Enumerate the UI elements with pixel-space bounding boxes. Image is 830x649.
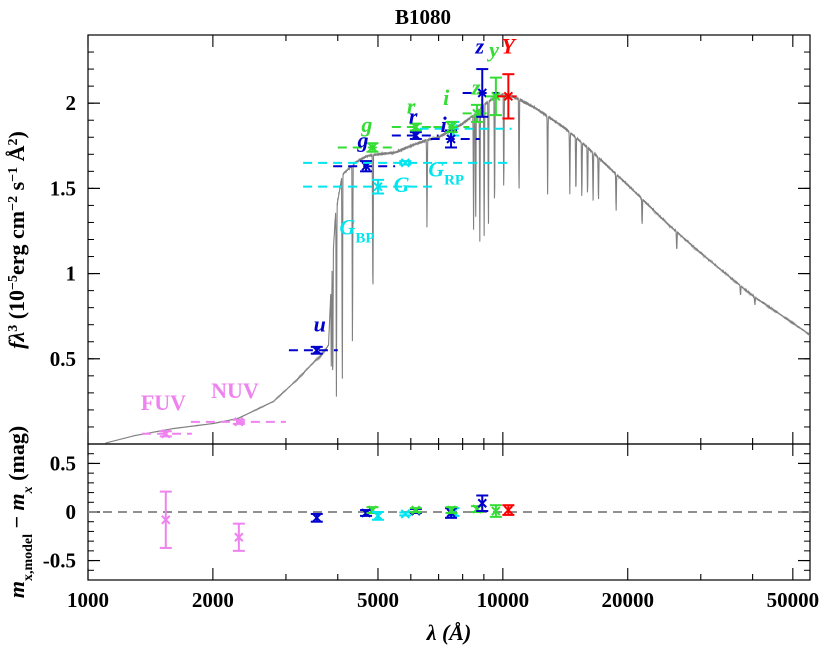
res-G_BP-marker: [373, 511, 383, 521]
lower-y-tick-label: 0: [66, 500, 77, 524]
res-Y-marker: [503, 505, 514, 515]
upper-y-tick-label: 0.5: [50, 347, 76, 371]
band-label-i: i: [443, 85, 450, 110]
res-G-marker: [400, 509, 411, 519]
obs-i_sdss-marker: [446, 134, 456, 144]
upper-y-tick-label: 1: [66, 262, 77, 286]
obs-i_ps-marker: [446, 122, 457, 132]
obs-g_ps-marker: [367, 142, 378, 153]
upper-x-ticks: [87, 35, 794, 444]
band-label-NUV: NUV: [211, 378, 259, 403]
band-label-g: g: [360, 112, 372, 137]
x-tick-labels: 1000 2000 5000 10000 20000 50000: [67, 588, 819, 612]
band-label-g: g: [356, 127, 368, 152]
band-label-z: z: [471, 75, 481, 100]
upper-y-axis-label: fλ3 (10−5erg cm−2 s−1 Å2): [4, 131, 29, 349]
obs-FUV-marker: [161, 429, 171, 439]
lower-x-ticks: [87, 444, 794, 580]
band-label-G: GRP: [428, 156, 464, 188]
obs-y_ps-marker: [491, 91, 501, 102]
band-label-z: z: [475, 34, 485, 59]
obs-G-marker: [400, 158, 411, 168]
lower-panel: -0.5 0 0.5 mx,model − mx (mag): [4, 426, 811, 598]
res-i_ps-marker: [446, 505, 457, 515]
band-label-r: r: [407, 93, 416, 118]
obs-Y-marker: [503, 91, 514, 102]
x-tick-label: 1000: [67, 588, 109, 612]
obs-G_BP-marker: [373, 181, 383, 192]
x-tick-label: 50000: [767, 588, 820, 612]
res-y_ps-marker: [491, 506, 501, 516]
res-r_ps-marker: [411, 505, 421, 515]
upper-y-ticks: 0.5 1 1.5 2: [50, 51, 810, 428]
obs-r_ps-marker: [411, 122, 421, 132]
res-z_sdss-marker: [477, 498, 487, 508]
upper-y-tick-label: 1.5: [50, 176, 76, 200]
obs-NUV-marker: [234, 417, 244, 427]
lower-y-ticks: -0.5 0 0.5: [43, 451, 810, 573]
obs-z_sdss-marker: [477, 88, 487, 98]
x-tick-label: 20000: [601, 588, 654, 612]
band-label-r: r: [409, 104, 418, 129]
upper-y-tick-label: 2: [66, 91, 77, 115]
band-label-FUV: FUV: [141, 390, 186, 415]
band-label-i: i: [441, 112, 448, 137]
band-label-G: G: [394, 172, 410, 197]
obs-u-marker: [312, 345, 322, 355]
obs-r_sdss-marker: [411, 130, 421, 141]
band-label-u: u: [314, 312, 326, 337]
lower-y-tick-label: 0.5: [50, 451, 76, 475]
lower-y-axis-label: mx,model − mx (mag): [4, 426, 36, 598]
res-u-marker: [312, 513, 322, 523]
band-label-y: y: [486, 37, 499, 62]
observed-photometry: [142, 68, 517, 439]
residual-points: [159, 490, 515, 552]
chart-title: B1080: [395, 5, 451, 29]
band-label-Y: Y: [501, 34, 517, 59]
res-FUV-marker: [161, 515, 171, 525]
band-label-G: GBP: [339, 214, 374, 246]
lower-y-tick-label: -0.5: [43, 549, 76, 573]
res-NUV-marker: [234, 532, 244, 542]
res-g_sdss-marker: [361, 508, 371, 518]
x-tick-label: 2000: [192, 588, 234, 612]
x-axis-label: λ (Å): [426, 620, 472, 645]
x-tick-label: 5000: [357, 588, 399, 612]
x-tick-label: 10000: [477, 588, 530, 612]
